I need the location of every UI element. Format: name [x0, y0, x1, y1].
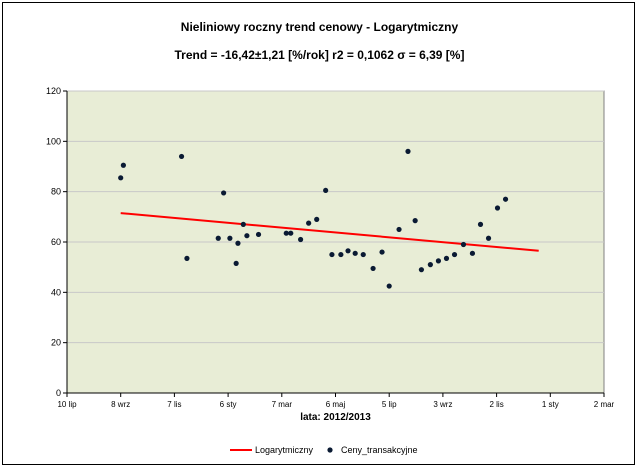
scatter-series — [118, 148, 509, 289]
x-axis-title: lata: 2012/2013 — [300, 412, 371, 423]
gridlines — [67, 90, 604, 344]
data-point — [352, 250, 358, 256]
y-tick-label: 80 — [51, 187, 61, 197]
data-point — [306, 220, 312, 226]
data-point — [396, 226, 402, 233]
legend-label-logarytmiczny: Logarytmiczny — [255, 445, 314, 455]
y-tick-label: 100 — [46, 136, 61, 146]
data-point — [379, 249, 385, 255]
data-point — [370, 265, 376, 272]
data-point — [240, 221, 246, 227]
data-point — [233, 260, 239, 266]
data-point — [323, 187, 329, 194]
x-tick-label: 10 lip — [57, 400, 77, 409]
x-tick-label: 2 lis — [489, 400, 503, 409]
data-point — [477, 221, 484, 227]
x-tick-label: 5 lip — [382, 400, 397, 409]
data-point — [244, 233, 250, 239]
data-point — [297, 236, 304, 243]
data-point — [451, 251, 458, 258]
data-point — [435, 258, 442, 264]
data-point — [412, 218, 418, 224]
data-point — [405, 148, 411, 154]
data-point — [227, 235, 233, 241]
data-point — [118, 175, 124, 181]
data-point — [485, 235, 492, 241]
data-point — [215, 235, 221, 241]
data-point — [338, 251, 344, 258]
data-point — [184, 255, 190, 261]
y-tick-label: 0 — [56, 388, 61, 398]
data-point — [469, 250, 476, 256]
legend-dot-swatch — [327, 447, 333, 453]
x-tick-label: 2 mar — [594, 400, 615, 409]
data-point — [502, 196, 509, 202]
data-point — [235, 240, 241, 246]
data-point — [418, 267, 425, 273]
x-tick-label: 1 sty — [542, 400, 559, 409]
x-tick-label: 7 lis — [167, 400, 181, 409]
data-point — [329, 251, 335, 258]
data-point — [120, 162, 126, 168]
chart-subtitle: Trend = -16,42±1,21 [%/rok] r2 = 0,1062 … — [174, 48, 465, 62]
data-point — [345, 248, 351, 254]
data-point — [427, 262, 433, 268]
x-tick-label: 6 sty — [220, 400, 237, 409]
data-point — [460, 241, 467, 248]
y-tick-label: 120 — [46, 86, 61, 96]
trend-series — [120, 212, 539, 252]
y-tick-label: 40 — [51, 287, 61, 297]
y-tick-label: 60 — [51, 237, 61, 247]
x-tick-label: 8 wrz — [111, 400, 130, 409]
data-point — [288, 230, 294, 236]
x-tick-label: 7 mar — [272, 400, 293, 409]
x-tick-label: 3 wrz — [433, 400, 452, 409]
data-point — [283, 230, 289, 236]
data-point — [178, 153, 185, 160]
data-point — [314, 216, 320, 222]
data-point — [386, 283, 392, 289]
legend: Logarytmiczny Ceny_transakcyjne — [230, 445, 418, 455]
legend-label-ceny: Ceny_transakcyjne — [341, 445, 418, 455]
y-tick-label: 20 — [51, 338, 61, 348]
data-point — [443, 255, 450, 261]
x-tick-label: 6 maj — [326, 400, 346, 409]
data-point — [360, 251, 366, 258]
data-point — [494, 205, 501, 211]
axes: 0 20 40 60 80 100 120 10 lip 8 wrz 7 lis 6 sty 7 ma… — [46, 86, 615, 409]
chart-title: Nieliniowy roczny trend cenowy - Logaryt… — [180, 20, 459, 34]
data-point — [221, 190, 227, 196]
data-point — [255, 231, 262, 238]
trend-line — [120, 212, 539, 252]
